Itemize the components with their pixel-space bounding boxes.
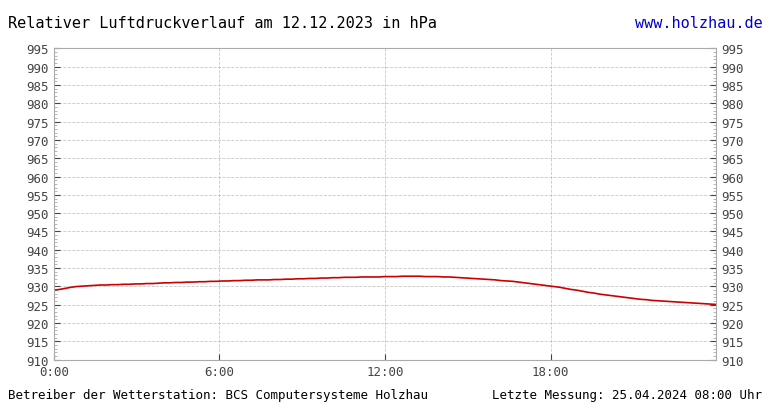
Text: Relativer Luftdruckverlauf am 12.12.2023 in hPa: Relativer Luftdruckverlauf am 12.12.2023… — [8, 16, 437, 31]
Text: www.holzhau.de: www.holzhau.de — [634, 16, 762, 31]
Text: Letzte Messung: 25.04.2024 08:00 Uhr: Letzte Messung: 25.04.2024 08:00 Uhr — [492, 388, 762, 401]
Text: Betreiber der Wetterstation: BCS Computersysteme Holzhau: Betreiber der Wetterstation: BCS Compute… — [8, 388, 427, 401]
